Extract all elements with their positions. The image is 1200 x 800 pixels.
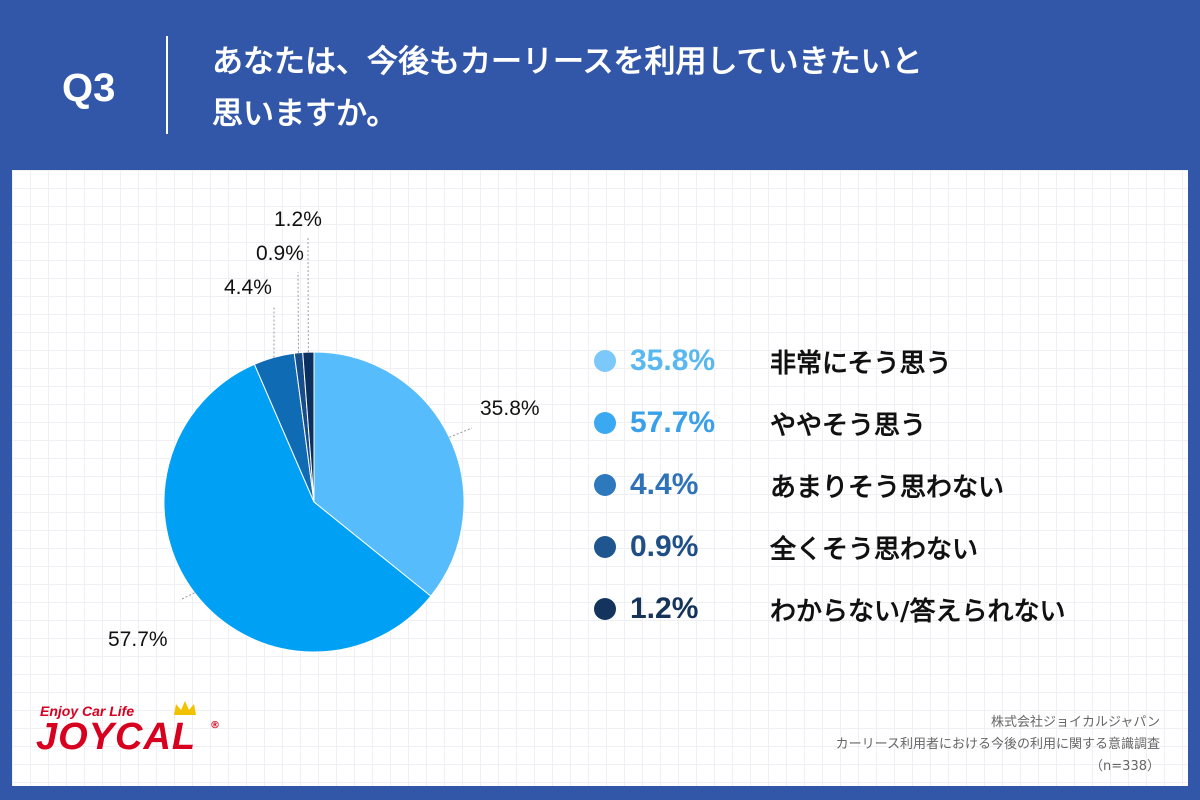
- legend-label-5: わからない/答えられない: [770, 596, 1066, 627]
- question-text-line-2: 思いますか。: [212, 96, 398, 132]
- legend-label-1: 非常にそう思う: [770, 348, 952, 379]
- legend-marker-5: [594, 598, 616, 620]
- chart-card: 35.8% 57.7% 4.4% 0.9% 1.2% 35.8% 非常にそう思う 57.…: [12, 170, 1188, 786]
- legend-item-4: 0.9% 全くそう思わない: [592, 516, 1152, 578]
- legend-label-3: あまりそう思わない: [770, 472, 1005, 503]
- leader-line-1: [449, 427, 473, 438]
- joycal-logo: Enjoy Car Life JOYCAL ®: [36, 700, 226, 760]
- crown-icon: [174, 701, 196, 715]
- legend-value-3: 4.4%: [630, 468, 699, 501]
- leader-line-2: [179, 592, 195, 601]
- data-label-4: 0.9%: [256, 242, 304, 265]
- registered-mark: ®: [210, 720, 220, 731]
- legend: 35.8% 非常にそう思う 57.7% ややそう思う 4.4% あまりそう思わな…: [592, 330, 1152, 640]
- legend-value-5: 1.2%: [630, 592, 699, 625]
- legend-marker-2: [594, 412, 616, 434]
- logo-brand: JOYCAL: [36, 716, 197, 758]
- pie-chart: 35.8% 57.7% 4.4% 0.9% 1.2%: [108, 208, 540, 653]
- legend-item-1: 35.8% 非常にそう思う: [592, 330, 1152, 392]
- source-sample: （n=338）: [1090, 759, 1160, 774]
- legend-item-2: 57.7% ややそう思う: [592, 392, 1152, 454]
- header-divider: [166, 36, 168, 134]
- source-survey: カーリース利用者における今後の利用に関する意識調査: [835, 737, 1160, 752]
- legend-label-4: 全くそう思わない: [770, 534, 979, 565]
- question-number: Q3: [62, 66, 116, 110]
- logo-tagline: Enjoy Car Life: [40, 703, 135, 719]
- legend-marker-1: [594, 350, 616, 372]
- source-note: 株式会社ジョイカルジャパン カーリース利用者における今後の利用に関する意識調査 …: [836, 712, 1160, 778]
- data-label-2: 57.7%: [108, 628, 168, 651]
- data-label-1: 35.8%: [480, 397, 540, 420]
- data-label-5: 1.2%: [274, 208, 322, 231]
- question-text-line-1: あなたは、今後もカーリースを利用していきたいと: [212, 44, 923, 80]
- data-label-3: 4.4%: [224, 276, 272, 299]
- legend-value-2: 57.7%: [630, 406, 716, 439]
- legend-value-1: 35.8%: [630, 344, 716, 377]
- legend-marker-3: [594, 474, 616, 496]
- header: Q3 あなたは、今後もカーリースを利用していきたいと 思いますか。: [0, 0, 1200, 170]
- pie-slice-1: [313, 351, 465, 597]
- legend-value-4: 0.9%: [630, 530, 699, 563]
- source-company: 株式会社ジョイカルジャパン: [990, 715, 1160, 730]
- legend-label-2: ややそう思う: [770, 410, 927, 441]
- legend-item-5: 1.2% わからない/答えられない: [592, 578, 1152, 640]
- question-text: あなたは、今後もカーリースを利用していきたいと 思いますか。: [212, 36, 1112, 140]
- legend-marker-4: [594, 536, 616, 558]
- legend-item-3: 4.4% あまりそう思わない: [592, 454, 1152, 516]
